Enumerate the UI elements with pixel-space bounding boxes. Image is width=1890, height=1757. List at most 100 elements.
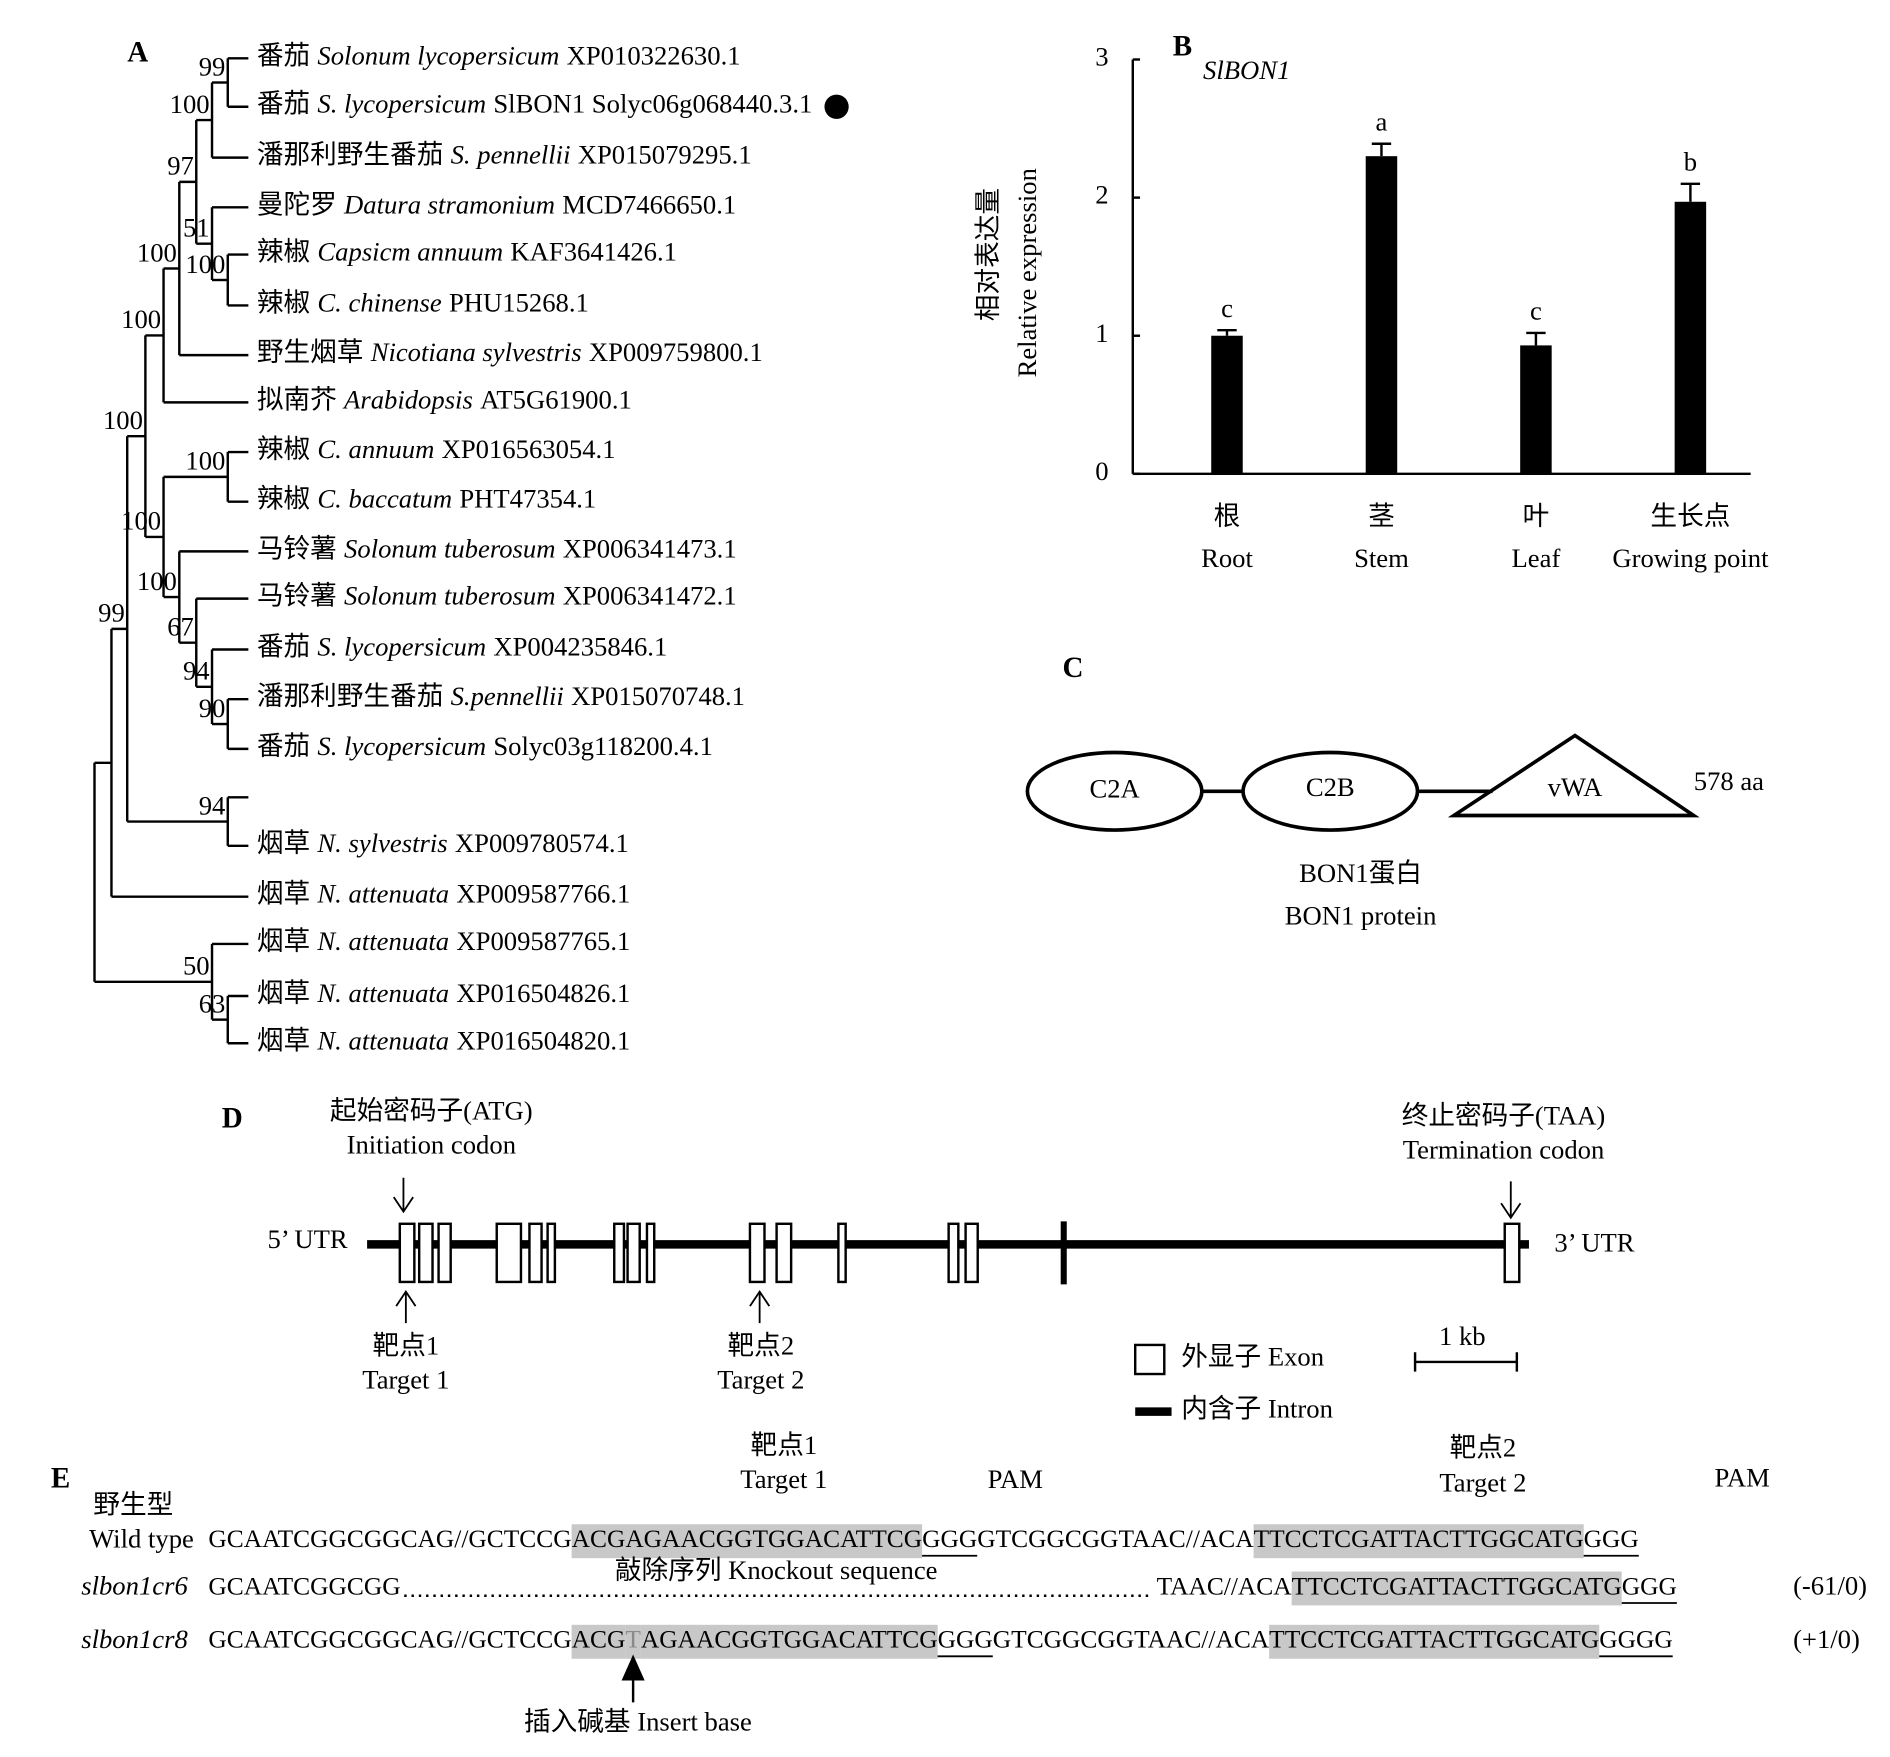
exon [495, 1222, 523, 1284]
pam-label: PAM [988, 1464, 1043, 1494]
marker-dot [824, 94, 849, 119]
exon [645, 1222, 656, 1284]
sequence-segment: TAAC//ACA [1157, 1571, 1293, 1600]
leaf-cn: 野生烟草 [257, 337, 364, 367]
leaf-cn: 番茄 [257, 40, 310, 70]
leaf-cn: 曼陀罗 [257, 189, 337, 219]
leaf-species: C. baccatum [317, 484, 452, 514]
y-axis-label: Relative expression [1012, 168, 1042, 377]
mutation-size: (-61/0) [1793, 1571, 1867, 1601]
target-highlight [1269, 1624, 1600, 1659]
leaf-species: Solonum tuberosum [344, 533, 555, 563]
bootstrap-value: 63 [199, 988, 226, 1018]
protein-length: 578 aa [1694, 766, 1764, 796]
target-label: 靶点2 [728, 1331, 795, 1361]
y-axis-label: 相对表达量 [973, 188, 1003, 321]
scale-label: 1 kb [1439, 1321, 1486, 1351]
row-label: slbon1cr8 [81, 1624, 188, 1654]
utr-label: 3’ UTR [1554, 1228, 1634, 1258]
legend-label: 外显子 Exon [1181, 1342, 1324, 1372]
sequence-segment: TTCCTCGATTACTTGGCATG [1292, 1571, 1622, 1600]
leaf-cn: 烟草 [257, 1025, 310, 1055]
exon [626, 1222, 641, 1284]
leaf-id: AT5G61900.1 [480, 384, 632, 414]
sequence-segment: GGGG [1599, 1625, 1672, 1654]
target-label: Target 2 [1439, 1468, 1526, 1498]
leaf-id: XP016504820.1 [456, 1025, 630, 1055]
leaf-cn: 拟南芥 [257, 384, 337, 414]
leaf-species: Datura stramonium [343, 189, 555, 219]
target-label: Target 1 [362, 1365, 449, 1395]
bootstrap-value: 90 [199, 693, 226, 723]
leaf-species: N. attenuata [316, 1025, 449, 1055]
sequence-segment: TTCCTCGATTACTTGGCATG [1254, 1524, 1584, 1553]
leaf-id: XP009759800.1 [589, 337, 763, 367]
x-tick-label: Root [1201, 543, 1253, 573]
target-highlight [625, 1624, 641, 1659]
leaf-label: 番茄 S. lycopersicum Solyc03g118200.4.1 [257, 731, 713, 761]
panel-label: E [51, 1462, 70, 1494]
leaf-label: 马铃薯 Solonum tuberosum XP006341472.1 [257, 581, 737, 611]
leaf-label: 辣椒 C. annuum XP016563054.1 [257, 434, 616, 464]
exon [613, 1222, 626, 1284]
leaf-id: XP004235846.1 [493, 632, 667, 662]
leaf-id: XP006341473.1 [563, 533, 737, 563]
leaf-label: 烟草 N. attenuata XP016504820.1 [257, 1025, 630, 1055]
leaf-label: 马铃薯 Solonum tuberosum XP006341473.1 [257, 533, 737, 563]
bootstrap-value: 51 [183, 212, 210, 242]
leaf-species: S. lycopersicum [317, 89, 486, 119]
leaf-id: XP009587766.1 [456, 879, 630, 909]
exon [947, 1222, 960, 1284]
leaf-label: 野生烟草 Nicotiana sylvestris XP009759800.1 [257, 337, 763, 367]
legend-label: 内含子 Intron [1181, 1394, 1333, 1424]
leaf-cn: 辣椒 [257, 484, 310, 514]
sequence-segment: GCAATCGGCGGCAG//GCTCCG [208, 1524, 571, 1553]
bootstrap-value: 100 [185, 249, 225, 279]
exon [437, 1222, 452, 1284]
utr-label: 5’ UTR [268, 1224, 348, 1254]
domain-label: vWA [1548, 772, 1604, 802]
protein-diagram [1025, 733, 1700, 832]
domain-label: C2A [1089, 773, 1140, 803]
knockout-label: 敲除序列 Knockout sequence [615, 1555, 938, 1585]
target-highlight [571, 1624, 626, 1659]
pam-label: PAM [1715, 1463, 1770, 1493]
leaf-id: MCD7466650.1 [562, 189, 736, 219]
leaf-cn: 番茄 [257, 89, 310, 119]
target-highlight [640, 1624, 938, 1659]
sequence-segment: GGG [922, 1524, 977, 1553]
sequence-segment: GGG [938, 1625, 993, 1654]
arrow [395, 1289, 417, 1324]
target-label: 靶点1 [373, 1331, 440, 1361]
tree [93, 57, 249, 1045]
mutation-size: (+1/0) [1793, 1624, 1860, 1654]
bar [1365, 156, 1398, 474]
leaf-species: Capsicm annuum [317, 237, 503, 267]
leaf-species: Nicotiana sylvestris [370, 337, 582, 367]
row-label: slbon1cr6 [81, 1571, 188, 1601]
leaf-cn: 番茄 [257, 731, 310, 761]
bootstrap-value: 50 [183, 951, 210, 981]
bootstrap-value: 100 [121, 304, 161, 334]
panel-label: C [1063, 652, 1084, 684]
sequence-segment: GTCGGCGGTAAC//ACA [993, 1625, 1270, 1654]
y-tick-label: 2 [1095, 180, 1108, 210]
x-tick-label: Stem [1354, 543, 1409, 573]
target-label: 靶点1 [751, 1430, 818, 1460]
sequence-segment: GGG [1622, 1571, 1677, 1600]
significance-letter: c [1530, 296, 1542, 326]
scale-bar [1413, 1352, 1519, 1372]
leaf-label: 烟草 N. attenuata XP009587765.1 [257, 926, 630, 956]
leaf-cn: 马铃薯 [257, 581, 337, 611]
bootstrap-value: 100 [185, 446, 225, 476]
error-bar [1526, 331, 1546, 346]
exon [1503, 1222, 1521, 1284]
chart-title: SlBON1 [1203, 55, 1290, 85]
bar [1520, 345, 1552, 474]
leaf-cn: 烟草 [257, 978, 310, 1008]
leaf-species: C. chinense [317, 288, 441, 318]
sequence-segment: T [625, 1625, 641, 1654]
error-bar [1680, 182, 1701, 202]
exon [398, 1222, 416, 1284]
caption: BON1 protein [1285, 901, 1437, 931]
